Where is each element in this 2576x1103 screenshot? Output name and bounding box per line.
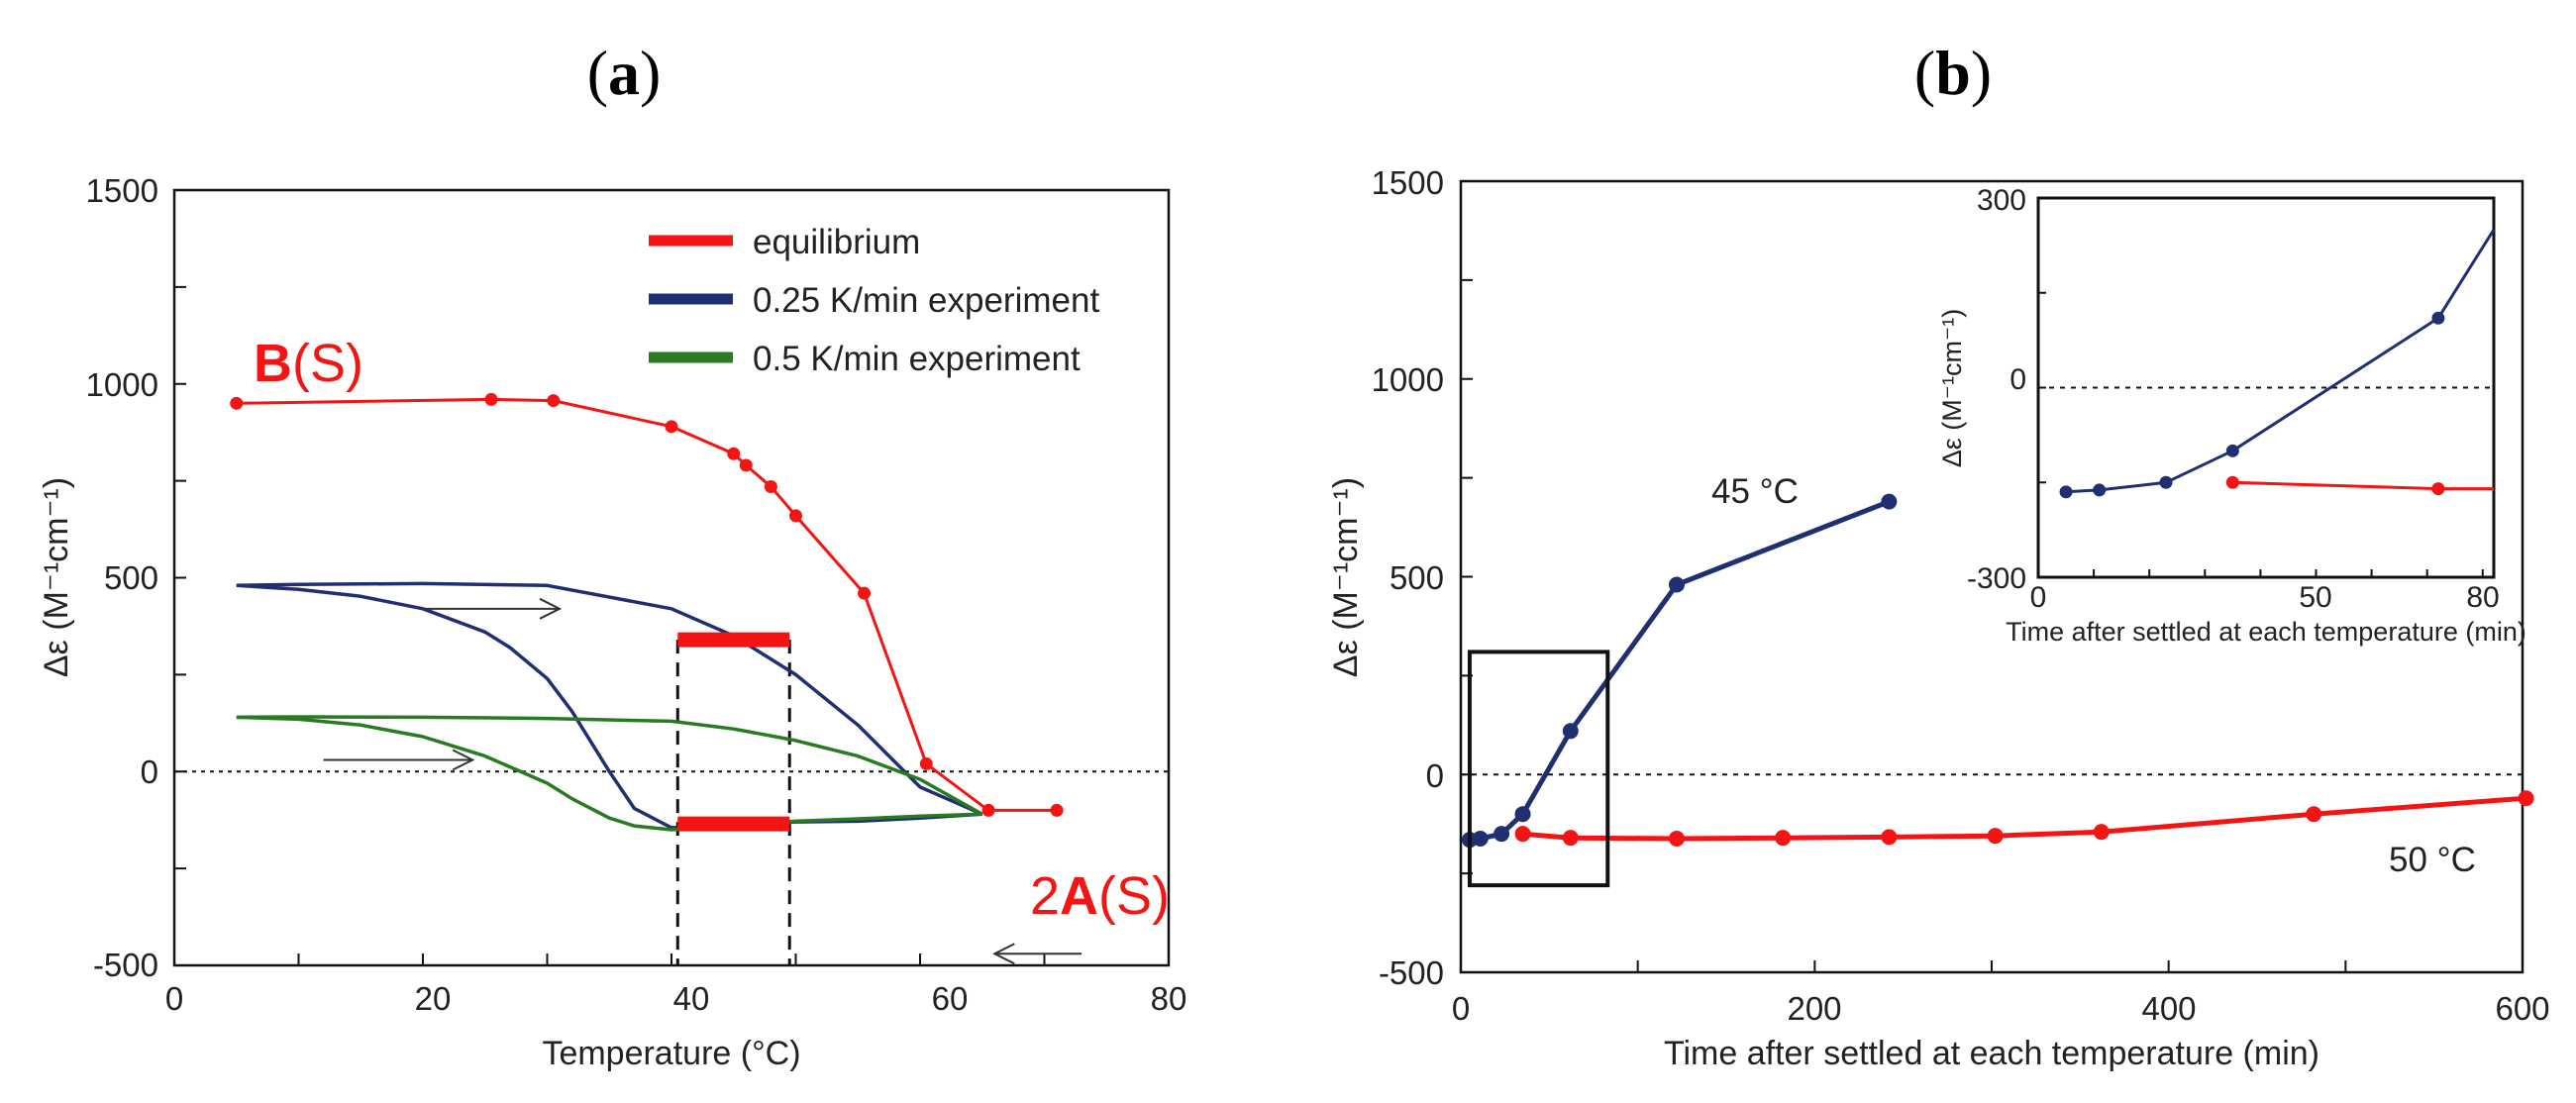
b-data-point: [1562, 830, 1579, 847]
inset-xtick-0: 0: [2030, 581, 2047, 614]
inset-x-axis-label: Time after settled at each temperature (…: [2006, 617, 2526, 647]
b-series-label-50c: 50 °C: [2389, 841, 2476, 879]
a-xtick-0: 0: [165, 980, 183, 1017]
b-data-point: [1494, 826, 1510, 843]
inset-data-point: [2225, 475, 2239, 489]
legend-label-equilibrium: equilibrium: [753, 223, 920, 261]
a-equilibrium-point: [919, 756, 933, 770]
b-data-point: [1668, 830, 1685, 847]
panel-a-letter: a: [608, 38, 640, 108]
a-equilibrium-point: [665, 420, 678, 434]
b-data-point: [2306, 806, 2322, 823]
b-xtick-0: 0: [1452, 990, 1470, 1027]
inset-ytick-0: 0: [2009, 363, 2026, 396]
b-series-label-45c: 45 °C: [1711, 472, 1799, 511]
a-ytick-1500: 1500: [86, 172, 158, 209]
b-ytick-1000: 1000: [1372, 361, 1444, 398]
a-series-line: [236, 715, 982, 832]
a-ytick-0: 0: [141, 753, 158, 790]
inset-ytick-300: 300: [1977, 184, 2026, 217]
b-data-point: [2518, 790, 2534, 807]
a-equilibrium-point: [981, 803, 995, 817]
inset-xtick-50: 50: [2299, 581, 2331, 614]
panel-a-label: (a): [587, 38, 662, 108]
a-equilibrium-point: [764, 479, 777, 493]
b-data-point: [1775, 830, 1792, 847]
b-ytick-1500: 1500: [1372, 164, 1444, 201]
a-series-line: [236, 397, 1057, 812]
b-y-axis-label: Δε (M⁻¹cm⁻¹): [1327, 477, 1365, 677]
b-xtick-200: 200: [1787, 990, 1841, 1027]
b-data-point: [1514, 826, 1531, 843]
b-ytick-neg500: -500: [1379, 954, 1444, 991]
b-data-point: [1514, 806, 1531, 823]
a-equilibrium-point: [547, 394, 561, 408]
a-legend: equilibrium 0.25 K/min experiment 0.5 K/…: [649, 223, 1099, 378]
inset-ytick-neg300: -300: [1967, 562, 2026, 595]
panel-b: (b) 1500 1000 500 0 -500 0 200 400 600 T…: [1327, 38, 2550, 1072]
a-xtick-20: 20: [415, 980, 452, 1017]
a-equilibrium-point: [230, 396, 244, 410]
b-data-point: [1987, 828, 2004, 845]
inset-data-point: [2159, 475, 2173, 489]
inset-series: [2038, 229, 2496, 499]
b-zoom-box: [1467, 650, 1610, 888]
annotation-bs: B(S): [254, 334, 363, 393]
inset-data-point: [2093, 483, 2107, 497]
annotation-2as: 2A(S): [1030, 866, 1170, 926]
a-arrow-head: [992, 943, 1015, 965]
inset-data-point: [2431, 482, 2445, 496]
a-equilibrium-point: [1050, 803, 1064, 817]
a-equilibrium-point: [484, 392, 498, 406]
legend-label-05: 0.5 K/min experiment: [753, 340, 1081, 378]
panel-b-letter: b: [1935, 38, 1971, 108]
a-arrow-head: [539, 597, 563, 620]
a-arrow-head: [452, 749, 475, 771]
a-ytick-neg500: -500: [93, 947, 158, 983]
a-equilibrium-point: [858, 586, 872, 600]
panel-b-label: (b): [1914, 38, 1992, 108]
a-ytick-1000: 1000: [86, 366, 158, 403]
a-series-line: [236, 583, 982, 830]
b-data-point: [1668, 576, 1685, 593]
panel-a: (a) 1500 1000 500 0 -500 0 20 40 60 80 T…: [38, 38, 1186, 1072]
b-x-axis-label: Time after settled at each temperature (…: [1664, 1035, 2319, 1072]
a-equilibrium-point: [727, 447, 741, 460]
a-x-axis-label: Temperature (°C): [542, 1035, 800, 1072]
b-data-point: [1562, 723, 1579, 740]
inset-xtick-80: 80: [2466, 581, 2499, 614]
inset-frame: [2036, 196, 2496, 579]
panel-b-series: [1461, 493, 2534, 888]
a-xtick-40: 40: [673, 980, 710, 1017]
panel-a-series: [174, 392, 1169, 965]
b-ytick-0: 0: [1426, 757, 1444, 794]
a-y-axis-label: Δε (M⁻¹cm⁻¹): [38, 477, 75, 677]
inset-data-point: [2431, 311, 2445, 325]
inset-data-point: [2225, 444, 2239, 457]
a-series-line: [236, 715, 983, 816]
b-xtick-600: 600: [2495, 990, 2549, 1027]
b-data-point: [1472, 830, 1489, 847]
a-ytick-500: 500: [104, 559, 158, 596]
a-equilibrium-point: [789, 509, 802, 523]
b-data-point: [2093, 824, 2110, 841]
a-xtick-80: 80: [1151, 980, 1187, 1017]
inset-ticks: [2037, 197, 2484, 578]
b-data-point: [1881, 493, 1898, 510]
a-series-line: [236, 581, 983, 816]
inset-data-point: [2059, 485, 2073, 499]
a-equilibrium-point: [739, 458, 753, 472]
b-xtick-400: 400: [2141, 990, 2196, 1027]
inset-y-axis-label: Δε (M⁻¹cm⁻¹): [1937, 309, 1967, 468]
b-ytick-500: 500: [1390, 559, 1444, 596]
a-xtick-60: 60: [932, 980, 969, 1017]
legend-label-025: 0.25 K/min experiment: [753, 281, 1099, 320]
b-series-line: [1469, 499, 1891, 843]
inset: 300 0 -300 0 50 80 Time after settled at…: [1937, 184, 2526, 647]
b-data-point: [1881, 829, 1898, 846]
